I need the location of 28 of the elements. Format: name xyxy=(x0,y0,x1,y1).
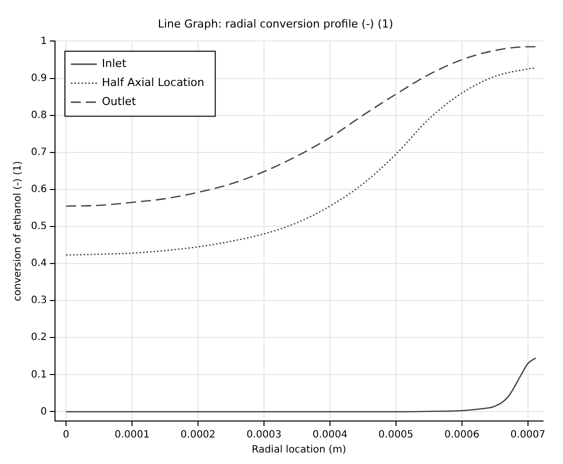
y-tick-label: 1 xyxy=(40,36,47,47)
legend-label: Half Axial Location xyxy=(102,76,204,90)
x-axis-title: Radial location (m) xyxy=(252,444,346,456)
x-tick-label: 0.0006 xyxy=(444,430,480,441)
chart-title: Line Graph: radial conversion profile (-) (1) xyxy=(158,17,394,30)
y-tick-label: 0.7 xyxy=(30,146,47,158)
line-series xyxy=(65,357,536,412)
y-tick-label: 0.6 xyxy=(30,184,47,196)
x-tick-label: 0.0007 xyxy=(510,430,546,441)
x-tick-label: 0.0002 xyxy=(180,430,216,441)
y-tick-label: 0.8 xyxy=(30,110,47,121)
line-series xyxy=(65,46,536,207)
legend-label: Inlet xyxy=(102,57,127,70)
y-axis-title: conversion of ethanol (-) (1) xyxy=(12,160,24,302)
y-tick-label: 0.3 xyxy=(30,295,47,306)
legend-label: Outlet xyxy=(102,95,137,108)
y-tick-label: 0.2 xyxy=(30,332,47,344)
x-tick-label: 0.0005 xyxy=(378,430,414,441)
x-tick-label: 0.0001 xyxy=(114,430,150,441)
x-tick-label: 0.0003 xyxy=(246,430,282,441)
y-tick-label: 0.9 xyxy=(30,72,47,84)
y-tick-label: 0 xyxy=(40,406,47,418)
y-tick-label: 0.1 xyxy=(30,369,47,380)
x-tick-label: 0 xyxy=(62,430,70,441)
y-tick-label: 0.5 xyxy=(30,221,47,232)
y-tick-label: 0.4 xyxy=(30,258,47,270)
x-tick-label: 0.0004 xyxy=(312,430,348,441)
line-series xyxy=(65,67,536,256)
